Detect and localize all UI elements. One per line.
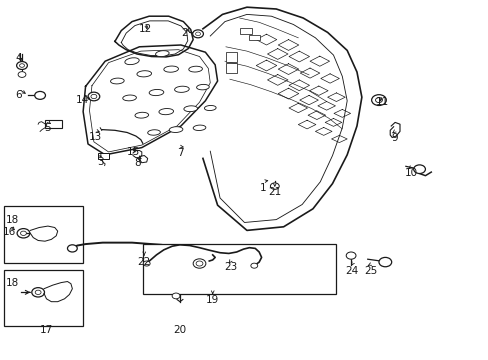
Text: 14: 14: [75, 95, 89, 105]
Text: 8: 8: [134, 158, 141, 168]
Text: 18: 18: [5, 278, 19, 288]
Circle shape: [193, 259, 205, 268]
Ellipse shape: [124, 58, 139, 65]
Circle shape: [413, 165, 425, 174]
Ellipse shape: [196, 84, 209, 90]
Circle shape: [195, 32, 200, 36]
Circle shape: [192, 30, 203, 38]
Ellipse shape: [147, 130, 160, 135]
Bar: [4, 270, 83, 326]
Polygon shape: [30, 226, 58, 241]
Bar: [98, 153, 108, 159]
Ellipse shape: [137, 71, 151, 77]
Bar: [225, 63, 236, 73]
Text: 6: 6: [15, 90, 22, 100]
Ellipse shape: [110, 78, 124, 84]
Ellipse shape: [174, 86, 189, 93]
Circle shape: [32, 288, 44, 297]
Circle shape: [67, 245, 77, 252]
Circle shape: [371, 95, 386, 105]
Circle shape: [17, 229, 30, 238]
Polygon shape: [203, 7, 361, 230]
Text: 9: 9: [391, 132, 398, 143]
Text: 25: 25: [363, 266, 377, 276]
Bar: [233, 262, 245, 266]
Text: 2: 2: [181, 28, 188, 38]
Circle shape: [172, 293, 180, 299]
Circle shape: [196, 261, 203, 266]
Ellipse shape: [204, 105, 216, 111]
Text: 21: 21: [267, 186, 281, 197]
Bar: [45, 120, 62, 128]
Text: 11: 11: [375, 96, 388, 107]
Text: 3: 3: [97, 157, 103, 167]
Polygon shape: [83, 45, 217, 155]
Ellipse shape: [163, 66, 178, 72]
Text: 13: 13: [88, 132, 102, 142]
Circle shape: [91, 94, 97, 99]
Ellipse shape: [135, 112, 148, 118]
Text: 15: 15: [126, 147, 140, 157]
Text: 18: 18: [5, 215, 19, 225]
Circle shape: [143, 261, 150, 266]
Text: 22: 22: [137, 257, 151, 267]
Ellipse shape: [122, 95, 136, 101]
Circle shape: [35, 290, 41, 294]
Circle shape: [17, 62, 27, 69]
Bar: [225, 52, 236, 62]
Text: 23: 23: [224, 262, 237, 272]
Text: 7: 7: [176, 148, 183, 158]
Circle shape: [20, 64, 24, 67]
Ellipse shape: [169, 127, 183, 132]
Text: 17: 17: [40, 325, 53, 336]
Circle shape: [346, 252, 355, 259]
Text: 10: 10: [405, 168, 417, 178]
Text: 19: 19: [205, 294, 219, 305]
Text: 12: 12: [139, 24, 152, 34]
Bar: [4, 206, 83, 263]
Ellipse shape: [149, 89, 163, 96]
Ellipse shape: [188, 66, 202, 72]
Bar: [239, 28, 251, 34]
Circle shape: [270, 183, 279, 189]
Text: 16: 16: [3, 227, 17, 237]
Circle shape: [18, 72, 26, 77]
Circle shape: [378, 257, 391, 267]
Ellipse shape: [183, 106, 197, 112]
Text: 24: 24: [345, 266, 358, 276]
Text: 20: 20: [173, 325, 186, 336]
Bar: [249, 35, 260, 40]
Circle shape: [250, 263, 257, 268]
Polygon shape: [44, 282, 72, 302]
Circle shape: [375, 98, 382, 103]
Polygon shape: [115, 16, 193, 57]
Ellipse shape: [193, 125, 205, 131]
Text: 1: 1: [259, 183, 266, 193]
Bar: [142, 244, 335, 294]
Text: 5: 5: [44, 123, 51, 133]
Circle shape: [88, 92, 100, 101]
Ellipse shape: [159, 108, 173, 115]
Circle shape: [35, 91, 45, 99]
Circle shape: [20, 231, 26, 235]
Ellipse shape: [155, 51, 169, 57]
Text: 4: 4: [15, 53, 22, 63]
